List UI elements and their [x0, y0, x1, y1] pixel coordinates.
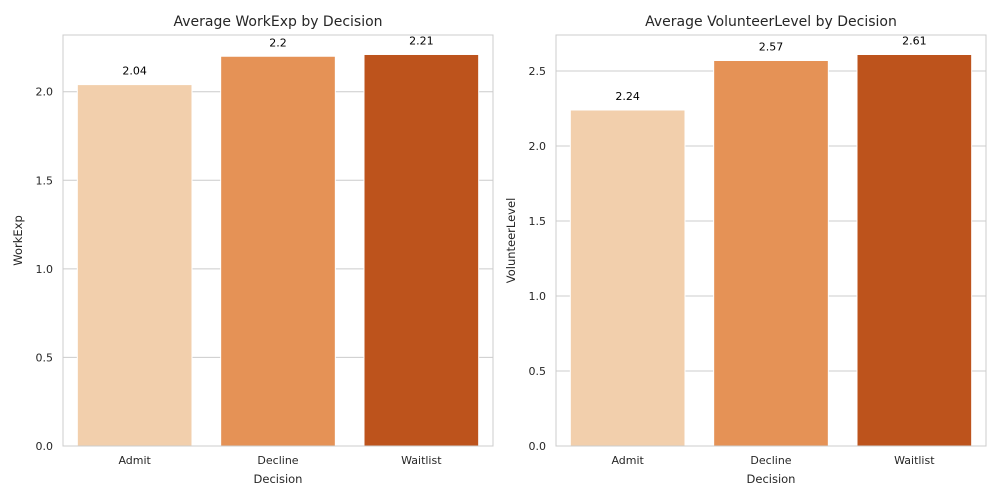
plot-frame [62, 34, 494, 447]
x-tick-label: Decline [750, 454, 791, 467]
x-axis-label: Decision [747, 472, 796, 486]
bar-value-label: 2.57 [759, 41, 784, 54]
bar-value-label: 2.61 [902, 35, 927, 48]
x-tick-label: Waitlist [401, 454, 442, 467]
y-tick-label: 0.5 [36, 351, 54, 364]
chart-title: Average VolunteerLevel by Decision [645, 14, 897, 30]
bar-admit [569, 109, 686, 447]
bar-decline [220, 55, 336, 447]
x-tick-label: Admit [118, 454, 151, 467]
bar-decline [713, 60, 829, 447]
plot-frame [555, 34, 987, 447]
y-tick-label: 1.5 [36, 174, 54, 187]
bar-waitlist [363, 53, 480, 447]
y-tick-label: 0.0 [529, 440, 547, 453]
bar-waitlist [856, 54, 973, 447]
y-axis-label: WorkExp [11, 215, 25, 266]
y-axis-label: VolunteerLevel [504, 198, 518, 284]
y-tick-label: 0.5 [529, 365, 547, 378]
y-tick-label: 1.5 [529, 215, 547, 228]
chart-panel-1: 0.0 0.5 1.0 1.5 2.0 2.04 Admit 2.2 Decline 2.21 Wa… [11, 14, 494, 486]
y-tick-label: 0.0 [36, 440, 54, 453]
x-tick-label: Waitlist [894, 454, 935, 467]
y-tick-label: 2.0 [36, 86, 54, 99]
y-tick-label: 1.0 [529, 290, 547, 303]
bar-admit [76, 84, 193, 447]
x-tick-label: Admit [611, 454, 644, 467]
chart-title: Average WorkExp by Decision [173, 14, 382, 30]
x-tick-label: Decline [257, 454, 298, 467]
bar-value-label: 2.24 [615, 90, 640, 103]
y-tick-label: 2.5 [529, 65, 547, 78]
x-axis-label: Decision [254, 472, 303, 486]
bar-value-label: 2.04 [122, 65, 147, 78]
bar-value-label: 2.2 [269, 36, 287, 49]
y-tick-label: 1.0 [36, 263, 54, 276]
bar-value-label: 2.21 [409, 34, 434, 47]
chart-panel-2: 0.0 0.5 1.0 1.5 2.0 2.5 2.24 Admit 2.57 Decline 2.… [504, 14, 987, 486]
y-tick-label: 2.0 [529, 140, 547, 153]
